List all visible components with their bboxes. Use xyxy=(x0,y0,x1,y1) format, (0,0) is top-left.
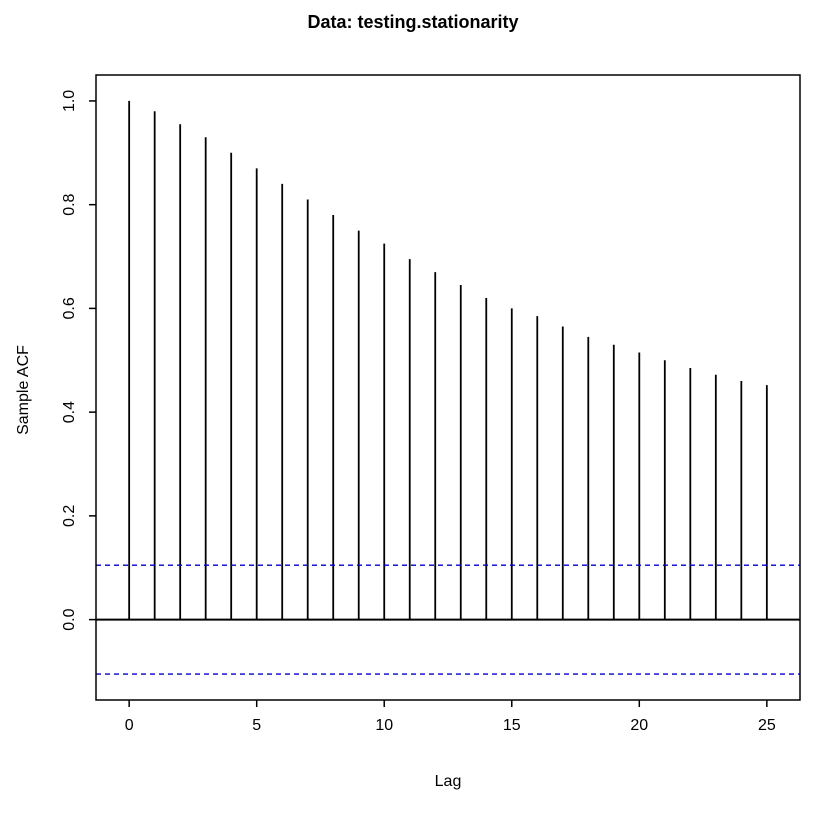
x-axis-label: Lag xyxy=(435,773,462,790)
y-axis-tick-label: 0.4 xyxy=(61,401,78,423)
x-axis-tick-label: 25 xyxy=(758,717,776,734)
x-axis-tick-label: 20 xyxy=(630,717,648,734)
y-axis-tick-label: 0.6 xyxy=(61,297,78,319)
plot-box xyxy=(95,74,801,701)
y-axis-label: Sample ACF xyxy=(15,345,32,435)
x-axis-tick-label: 15 xyxy=(503,717,521,734)
chart-title: Data: testing.stationarity xyxy=(307,12,519,32)
x-axis-tick-label: 5 xyxy=(252,717,261,734)
chart-layer: 0 5 10 15 20 25 0.0 0.2 0.4 0.6 0.8 1.0 xyxy=(61,74,801,734)
y-axis-tick-label: 0.8 xyxy=(61,193,78,215)
x-axis-tick-label: 10 xyxy=(375,717,393,734)
y-axis-tick-label: 0.2 xyxy=(61,505,78,527)
y-axis-tick-label: 0.0 xyxy=(61,608,78,630)
x-axis-tick-label: 0 xyxy=(125,717,134,734)
y-axis-tick-label: 1.0 xyxy=(61,90,78,112)
